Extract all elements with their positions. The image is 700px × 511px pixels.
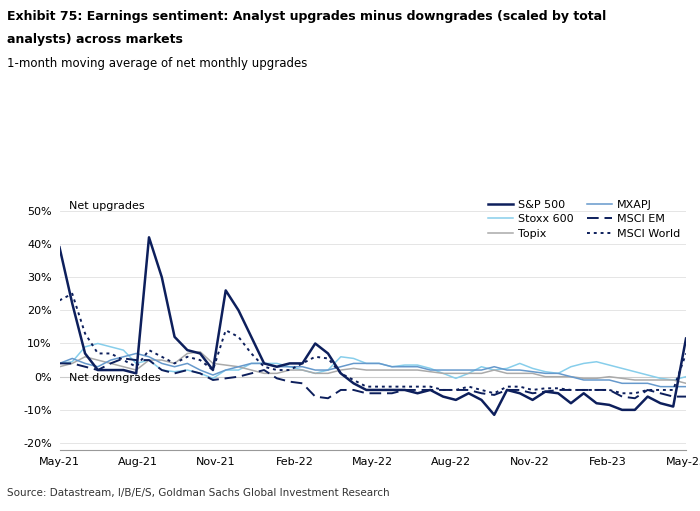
Text: Net upgrades: Net upgrades [69, 200, 144, 211]
Text: 1-month moving average of net monthly upgrades: 1-month moving average of net monthly up… [7, 57, 307, 70]
Text: Net downgrades: Net downgrades [69, 373, 160, 383]
Text: Exhibit 75: Earnings sentiment: Analyst upgrades minus downgrades (scaled by tot: Exhibit 75: Earnings sentiment: Analyst … [7, 10, 606, 23]
Text: Source: Datastream, I/B/E/S, Goldman Sachs Global Investment Research: Source: Datastream, I/B/E/S, Goldman Sac… [7, 488, 390, 498]
Legend: S&P 500, Stoxx 600, Topix, MXAPJ, MSCI EM, MSCI World: S&P 500, Stoxx 600, Topix, MXAPJ, MSCI E… [488, 200, 680, 239]
Text: analysts) across markets: analysts) across markets [7, 33, 183, 46]
